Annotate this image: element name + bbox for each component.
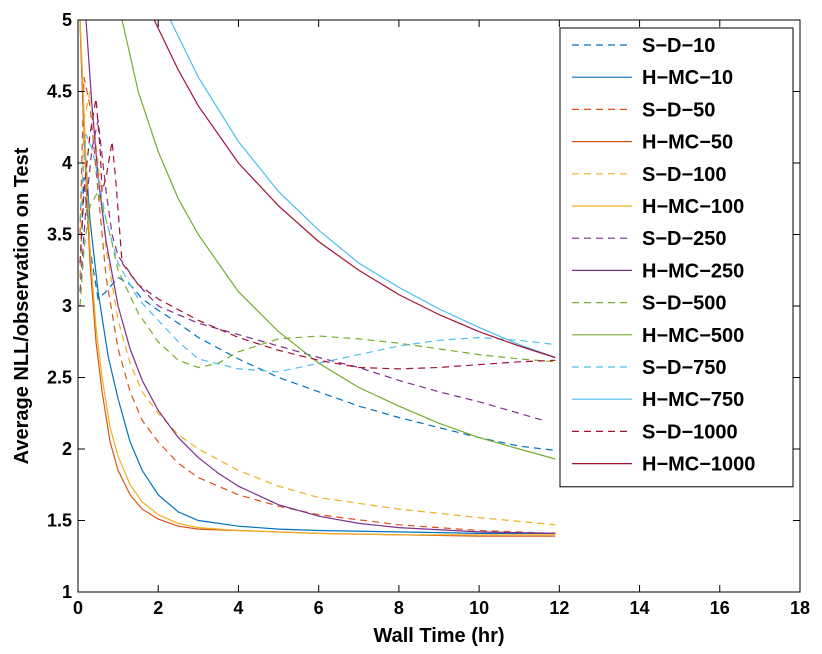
series-line-5 bbox=[79, 20, 556, 536]
y-tick-label: 1 bbox=[62, 582, 72, 602]
legend: S−D−10 H−MC−10 S−D−50 H−MC−50 S−D−100 H−MC−10… bbox=[559, 27, 794, 488]
legend-label: S−D−250 bbox=[642, 228, 727, 250]
series-line-0 bbox=[79, 177, 556, 451]
series-line-8 bbox=[79, 190, 556, 369]
y-tick-label: 1.5 bbox=[47, 511, 72, 531]
x-tick-label: 4 bbox=[233, 598, 243, 618]
y-tick-label: 5 bbox=[62, 10, 72, 30]
legend-label: S−D−500 bbox=[642, 293, 727, 315]
legend-label: H−MC−250 bbox=[642, 260, 744, 282]
legend-label: S−D−100 bbox=[642, 164, 727, 186]
legend-label: H−MC−500 bbox=[642, 325, 744, 347]
x-tick-label: 14 bbox=[630, 598, 650, 618]
x-tick-label: 6 bbox=[314, 598, 324, 618]
series-line-7 bbox=[85, 20, 556, 534]
legend-label: S−D−750 bbox=[642, 357, 727, 379]
series-line-1 bbox=[79, 20, 556, 534]
ticks-layer: 0 2 4 6 8 10 12 14 16 18 1 1.5 2 2.5 3 3.5 4 4.5 5 bbox=[47, 10, 810, 618]
y-tick-label: 2 bbox=[62, 439, 72, 459]
series-line-6 bbox=[79, 119, 544, 421]
legend-label: H−MC−50 bbox=[642, 132, 733, 154]
x-tick-label: 12 bbox=[549, 598, 569, 618]
y-tick-label: 2.5 bbox=[47, 368, 72, 388]
legend-label: H−MC−100 bbox=[642, 196, 744, 218]
x-tick-label: 0 bbox=[73, 598, 83, 618]
series-line-9 bbox=[121, 20, 556, 460]
series-line-3 bbox=[79, 20, 556, 537]
x-axis-label: Wall Time (hr) bbox=[373, 625, 504, 647]
legend-label: H−MC−10 bbox=[642, 67, 733, 89]
series-line-4 bbox=[79, 91, 556, 526]
y-tick-label: 3 bbox=[62, 296, 72, 316]
x-tick-label: 2 bbox=[153, 598, 163, 618]
x-tick-label: 18 bbox=[790, 598, 810, 618]
y-tick-label: 4.5 bbox=[47, 82, 72, 102]
series-line-12 bbox=[79, 98, 556, 370]
y-tick-label: 4 bbox=[62, 153, 72, 173]
y-axis-label: Average NLL/observation on Test bbox=[11, 147, 33, 464]
series-line-10 bbox=[79, 134, 556, 373]
series-line-11 bbox=[169, 20, 556, 359]
x-tick-label: 16 bbox=[710, 598, 730, 618]
y-tick-label: 3.5 bbox=[47, 225, 72, 245]
x-tick-label: 10 bbox=[469, 598, 489, 618]
legend-box bbox=[559, 27, 794, 488]
series-line-13 bbox=[153, 20, 556, 359]
legend-label: H−MC−1000 bbox=[642, 454, 755, 476]
series-line-2 bbox=[79, 77, 556, 534]
legend-label: S−D−1000 bbox=[642, 421, 738, 443]
series-layer bbox=[79, 20, 556, 537]
legend-label: S−D−50 bbox=[642, 99, 715, 121]
x-tick-label: 8 bbox=[394, 598, 404, 618]
legend-label: S−D−10 bbox=[642, 35, 715, 57]
legend-label: H−MC−750 bbox=[642, 389, 744, 411]
